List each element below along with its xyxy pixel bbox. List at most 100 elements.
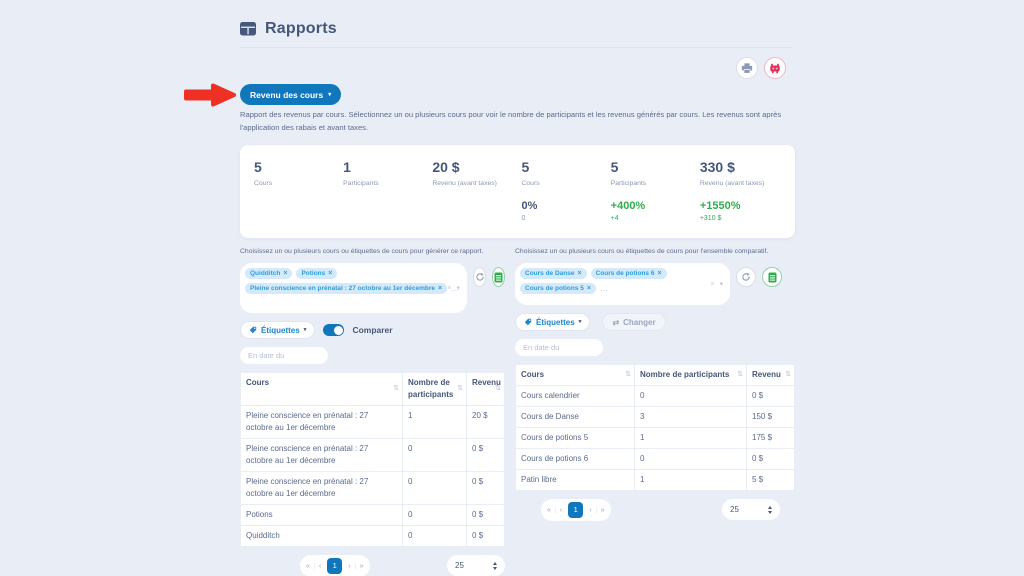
tag-remove-icon[interactable]: × [586, 285, 591, 292]
caret-down-icon: ▾ [578, 319, 582, 325]
pdf-export-button[interactable] [764, 57, 786, 79]
column-header-revenu[interactable]: Revenu ⇅ [466, 372, 505, 406]
sort-icon: ⇅ [625, 370, 631, 378]
refresh-icon [742, 272, 750, 281]
tag-remove-icon[interactable]: × [437, 285, 443, 292]
refresh-icon [475, 272, 484, 281]
report-panel: Choisissez un ou plusieurs cours ou étiq… [240, 248, 505, 576]
print-button[interactable] [736, 57, 758, 79]
clear-all-icon[interactable]: × [447, 284, 452, 292]
pager: « ‹ 1 › » [541, 499, 611, 521]
current-page-button[interactable]: 1 [327, 558, 343, 574]
table-row: Cours de Danse 3 150 $ [515, 406, 795, 428]
stat-revenu: 20 $ Revenu (avant taxes) [432, 159, 497, 187]
prev-page-button[interactable]: ‹ [554, 506, 566, 514]
course-tag[interactable]: Pleine conscience en prénatal : 27 octob… [245, 283, 448, 294]
panel-caption: Choisissez un ou plusieurs cours ou étiq… [515, 248, 769, 255]
page-header: Rapports [240, 20, 337, 38]
compare-toggle-label: Comparer [352, 325, 393, 335]
as-of-date-input[interactable] [240, 347, 328, 364]
column-header-revenu[interactable]: Revenu ⇅ [746, 364, 795, 386]
first-page-button[interactable]: « [306, 562, 310, 570]
table-row: Quidditch 0 0 $ [240, 525, 505, 547]
delta-absolute: 0 [521, 215, 526, 222]
refresh-button[interactable] [473, 267, 486, 287]
excel-file-icon [768, 272, 776, 282]
swap-label: Changer [623, 317, 656, 327]
sort-icon: ⇅ [393, 384, 399, 392]
page-size-value: 25 [730, 505, 739, 514]
etiquettes-dropdown[interactable]: Étiquettes ▾ [515, 313, 591, 331]
tag-label: Quidditch [250, 270, 281, 277]
next-page-button[interactable]: › [348, 562, 351, 570]
tag-label: Cours de potions 5 [525, 285, 584, 292]
delta-percent: +1550% [699, 200, 741, 212]
stat-cours: 5 Cours [254, 159, 273, 187]
first-page-button[interactable]: « [547, 506, 551, 514]
sort-icon: ⇅ [457, 384, 463, 392]
table-row: Pleine conscience en prénatal : 27 octob… [240, 471, 505, 505]
course-tag[interactable]: Cours de Danse × [520, 268, 587, 279]
as-of-date-input[interactable] [515, 339, 603, 356]
course-tag[interactable]: Quidditch × [245, 268, 293, 279]
panel-caption: Choisissez un ou plusieurs cours ou étiq… [240, 248, 484, 255]
stat-comp-cours: 5 Cours 0% 0 [521, 159, 610, 222]
column-header-cours[interactable]: Cours ⇅ [515, 364, 635, 386]
page-size-select[interactable]: 25 [722, 499, 780, 520]
pagination: « ‹ 1 › » 25 [515, 499, 795, 523]
tag-remove-icon[interactable]: × [577, 270, 582, 277]
table-row: Cours de potions 6 0 0 $ [515, 448, 795, 470]
pagination: « ‹ 1 › » 25 [240, 555, 505, 576]
column-header-participants[interactable]: Nombre de participants ⇅ [634, 364, 747, 386]
tag-remove-icon[interactable]: × [283, 270, 288, 277]
sort-icon: ⇅ [495, 384, 501, 392]
header-divider [240, 47, 792, 48]
current-page-button[interactable]: 1 [568, 502, 584, 518]
pdf-export-icon [770, 63, 780, 73]
clear-all-icon[interactable]: × [710, 280, 715, 288]
caret-down-icon: ▾ [328, 92, 332, 98]
column-header-cours[interactable]: Cours ⇅ [240, 372, 403, 406]
sort-icon: ⇅ [737, 370, 743, 378]
printer-icon [741, 62, 753, 74]
prev-page-button[interactable]: ‹ [313, 562, 325, 570]
course-multiselect[interactable]: Quidditch × Potions × Pleine conscience … [240, 263, 467, 313]
page-size-value: 25 [455, 561, 464, 570]
tag-remove-icon[interactable]: × [328, 270, 333, 277]
report-type-dropdown[interactable]: Revenu des cours ▾ [240, 84, 342, 105]
page-size-select[interactable]: 25 [447, 555, 505, 576]
swap-comparison-button[interactable]: ⇄ Changer [602, 313, 666, 331]
caret-down-icon: ▾ [303, 327, 307, 333]
select-stepper-icon [768, 505, 772, 514]
comparison-course-multiselect[interactable]: Cours de Danse × Cours de potions 6 × Co… [515, 263, 730, 305]
export-excel-button[interactable] [762, 267, 782, 287]
delta-absolute: +310 $ [699, 215, 722, 222]
course-tag[interactable]: Cours de potions 6 × [590, 268, 667, 279]
compare-toggle[interactable] [323, 324, 345, 336]
export-excel-button[interactable] [492, 267, 505, 287]
tag-label: Cours de Danse [525, 270, 575, 277]
ellipsis-icon: … [451, 284, 460, 293]
last-page-button[interactable]: » [595, 506, 609, 514]
tag-remove-icon[interactable]: × [657, 270, 662, 277]
stat-comp-participants: 5 Participants +400% +4 [611, 159, 700, 222]
select-stepper-icon [493, 561, 497, 570]
delta-absolute: +4 [610, 215, 619, 222]
course-tag[interactable]: Potions × [296, 268, 338, 279]
etiquettes-label: Étiquettes [536, 317, 575, 327]
next-page-button[interactable]: › [589, 506, 592, 514]
refresh-button[interactable] [736, 267, 756, 287]
report-description: Rapport des revenus par cours. Sélection… [240, 110, 782, 132]
stat-participants: 1 Participants [343, 159, 379, 187]
caret-down-icon[interactable]: ▾ [456, 285, 460, 292]
course-tag[interactable]: Cours de potions 5 × [520, 283, 596, 294]
stat-comp-revenu: 330 $ Revenu (avant taxes) +1550% +310 $ [700, 159, 789, 222]
column-header-participants[interactable]: Nombre de participants ⇅ [402, 372, 467, 406]
etiquettes-dropdown[interactable]: Étiquettes ▾ [240, 321, 316, 339]
table-row: Cours de potions 5 1 175 $ [515, 427, 795, 449]
caret-down-icon[interactable]: ▾ [719, 281, 723, 288]
tag-label: Cours de potions 6 [595, 270, 655, 277]
table-row: Potions 0 0 $ [240, 504, 505, 526]
last-page-button[interactable]: » [354, 562, 368, 570]
